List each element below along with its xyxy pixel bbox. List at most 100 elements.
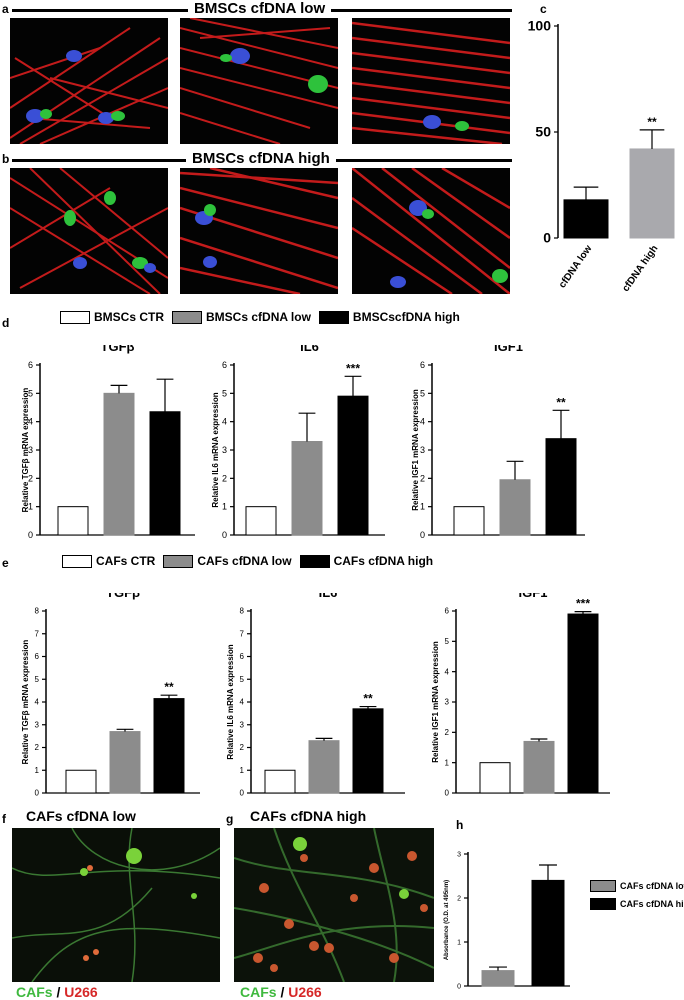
y-tick-label: 3 bbox=[240, 720, 245, 729]
panel-g-title: CAFs cfDNA high bbox=[250, 808, 367, 824]
significance-label: ** bbox=[556, 395, 566, 409]
y-tick-label: 0 bbox=[420, 530, 425, 540]
micrograph-bmsc-high-3 bbox=[352, 168, 510, 294]
y-tick-label: 1 bbox=[457, 939, 461, 946]
y-tick-label: 0 bbox=[28, 530, 33, 540]
panel-g-caption: CAFs / U266 bbox=[240, 984, 322, 1000]
y-tick-label: 1 bbox=[35, 766, 40, 775]
y-tick-label: 1 bbox=[240, 766, 245, 775]
significance-label: ** bbox=[647, 115, 657, 129]
chart-title: IGF1 bbox=[494, 345, 523, 354]
panel-letter-g: g bbox=[226, 812, 234, 826]
y-tick-label: 0 bbox=[543, 230, 551, 246]
bar-0 bbox=[453, 506, 485, 536]
bar-0 bbox=[57, 506, 89, 536]
panel-f-title: CAFs cfDNA low bbox=[26, 808, 136, 824]
legend-label: BMSCs CTR bbox=[94, 310, 165, 324]
chart-title: TGFβ bbox=[101, 345, 135, 354]
legend-swatch bbox=[163, 554, 194, 568]
bar-0 bbox=[479, 762, 511, 794]
panel-f-caption: CAFs / U266 bbox=[16, 984, 98, 1000]
significance-label: ** bbox=[363, 692, 373, 706]
legend-swatch bbox=[172, 310, 203, 324]
y-tick-label: 0 bbox=[222, 530, 227, 540]
y-axis-label: Relative IGF1 mRNA expression bbox=[431, 641, 440, 763]
chart-title: TGFβ bbox=[106, 593, 140, 600]
micrograph-bmsc-low-1 bbox=[10, 18, 168, 144]
y-tick-label: 2 bbox=[35, 743, 40, 752]
y-axis-label: Relative IGF1 mRNA expression bbox=[411, 389, 420, 511]
legend-swatch bbox=[299, 554, 330, 568]
caption-g-u266: U266 bbox=[288, 984, 322, 1000]
panel-letter-c: c bbox=[540, 2, 547, 16]
legend-label: CAFs CTR bbox=[96, 554, 156, 568]
bar-1 bbox=[308, 740, 340, 794]
micrograph-cafs-low bbox=[12, 828, 220, 982]
panel-letter-f: f bbox=[2, 812, 6, 826]
panel-b-title: BMSCs cfDNA high bbox=[186, 150, 336, 167]
legend-swatch bbox=[590, 898, 616, 910]
y-tick-label: 6 bbox=[222, 360, 227, 370]
bar-2 bbox=[337, 395, 369, 536]
micrograph-bmsc-high-1 bbox=[10, 168, 168, 294]
panel-a-title: BMSCs cfDNA low bbox=[188, 0, 332, 17]
caption-g-slash: / bbox=[276, 984, 289, 1000]
bar-1 bbox=[291, 441, 323, 536]
bar-2 bbox=[153, 698, 185, 794]
y-tick-label: 0 bbox=[445, 789, 450, 798]
y-axis-label: Relative TGFβ mRNA expression bbox=[21, 640, 30, 765]
legend-swatch bbox=[62, 554, 92, 568]
y-tick-label: 6 bbox=[445, 607, 450, 616]
legend-label: CAFs cfDNA low bbox=[197, 554, 292, 568]
bar-1 bbox=[103, 392, 135, 536]
panel-letter-b: b bbox=[2, 152, 10, 166]
chart-c: 0 50 100 cfDNA low ** cfDNA high bbox=[528, 20, 675, 294]
y-axis-label: Relative IL6 mRNA expression bbox=[211, 392, 220, 507]
panel-letter-h: h bbox=[456, 818, 464, 832]
legend-item: BMSCs cfDNA low bbox=[172, 310, 311, 324]
y-tick-label: 2 bbox=[222, 473, 227, 483]
y-tick-label: 6 bbox=[420, 360, 425, 370]
legend-h: CAFs cfDNA low CAFs cfDNA high bbox=[590, 880, 684, 916]
micrograph-cafs-high bbox=[234, 828, 434, 982]
y-tick-label: 4 bbox=[240, 698, 245, 707]
y-tick-label: 3 bbox=[457, 851, 461, 858]
y-tick-label: 0 bbox=[457, 983, 461, 990]
chart-e-il6: IL6 0 1 2 3 4 5 6 7 8 Relative IL6 mRNA expression… bbox=[226, 593, 405, 798]
legend-swatch bbox=[60, 310, 90, 324]
y-tick-label: 3 bbox=[420, 445, 425, 455]
significance-label: *** bbox=[346, 361, 360, 375]
y-tick-label: 50 bbox=[535, 124, 551, 140]
y-tick-label: 5 bbox=[240, 675, 245, 684]
y-tick-label: 6 bbox=[35, 652, 40, 661]
legend-d: BMSCs CTR BMSCs cfDNA low BMSCscfDNA high bbox=[60, 310, 468, 324]
legend-swatch bbox=[318, 310, 349, 324]
y-tick-label: 1 bbox=[445, 758, 450, 767]
y-tick-label: 0 bbox=[35, 789, 40, 798]
y-tick-label: 100 bbox=[528, 20, 552, 34]
y-tick-label: 5 bbox=[28, 388, 33, 398]
legend-label: BMSCs cfDNA low bbox=[206, 310, 311, 324]
bar-0 bbox=[245, 506, 277, 536]
y-axis-label: Relative IL6 mRNA expression bbox=[226, 644, 235, 759]
y-tick-label: 5 bbox=[445, 637, 450, 646]
y-tick-label: 3 bbox=[35, 720, 40, 729]
y-tick-label: 2 bbox=[240, 743, 245, 752]
micrograph-bmsc-high-2 bbox=[180, 168, 338, 294]
y-tick-label: 6 bbox=[240, 652, 245, 661]
y-tick-label: 5 bbox=[420, 388, 425, 398]
panel-letter-d: d bbox=[2, 316, 10, 330]
y-tick-label: 3 bbox=[28, 445, 33, 455]
legend-item: CAFs cfDNA low bbox=[590, 880, 684, 892]
bar-0 bbox=[65, 769, 97, 794]
significance-label: ** bbox=[164, 680, 174, 694]
legend-e: CAFs CTR CAFs cfDNA low CAFs cfDNA high bbox=[62, 554, 441, 568]
caption-f-u266: U266 bbox=[64, 984, 98, 1000]
y-tick-label: 8 bbox=[240, 607, 245, 616]
bar-2 bbox=[567, 613, 599, 794]
bar-2 bbox=[545, 438, 577, 536]
y-tick-label: 7 bbox=[35, 629, 40, 638]
y-tick-label: 4 bbox=[445, 667, 450, 676]
caption-f-slash: / bbox=[52, 984, 65, 1000]
